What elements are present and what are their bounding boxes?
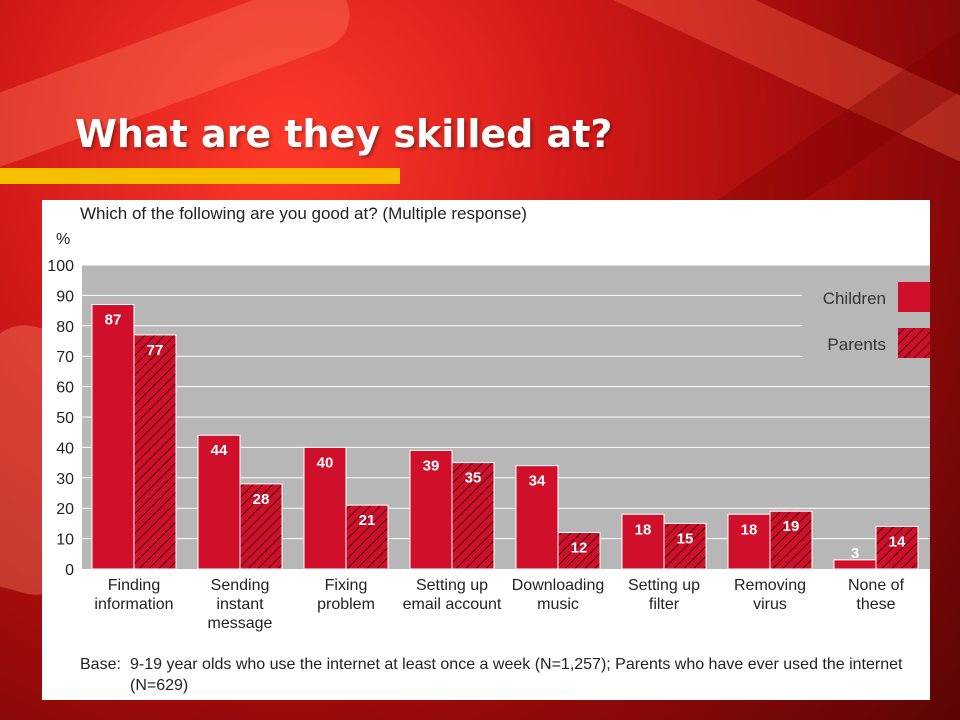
bar-value-label: 28 — [253, 491, 270, 508]
bar-children — [727, 513, 771, 570]
base-note: Base: 9-19 year olds who use the interne… — [80, 654, 920, 696]
y-tick-label: 70 — [56, 349, 74, 366]
bar-parents — [239, 483, 283, 570]
bar-parents — [663, 522, 707, 570]
x-tick-label: Sending instant message — [208, 577, 273, 632]
bar-children — [409, 449, 453, 570]
y-tick-label: 60 — [56, 380, 74, 397]
bar-value-label: 12 — [571, 540, 588, 557]
y-tick-label: 10 — [56, 532, 74, 549]
y-tick-label: 100 — [47, 258, 74, 275]
title-underline — [0, 168, 400, 184]
legend-swatch — [898, 282, 930, 312]
bar-parents — [875, 525, 919, 570]
y-axis-label: % — [56, 231, 70, 248]
bar-value-label: 3 — [851, 545, 859, 562]
bar-value-label: 15 — [677, 530, 694, 547]
x-tick-label: Setting up filter — [628, 577, 700, 613]
bar-children — [91, 304, 135, 570]
legend-label: Parents — [827, 335, 886, 354]
bar-value-label: 19 — [783, 518, 800, 535]
y-tick-label: 50 — [56, 410, 74, 427]
y-tick-label: 20 — [56, 501, 74, 518]
x-tick-label: Finding information — [94, 577, 173, 613]
legend-label: Children — [823, 289, 886, 308]
bar-parents — [451, 462, 495, 570]
base-note-label: Base: — [80, 656, 121, 673]
bar-children — [197, 434, 241, 570]
bar-parents — [345, 504, 389, 570]
bar-chart: 0 10 20 30 40 50 60 70 80 90 100 87 77 Finding informa… — [47, 231, 930, 632]
bar-value-label: 87 — [105, 312, 122, 329]
y-tick-label: 40 — [56, 440, 74, 457]
x-tick-label: Removing virus — [734, 577, 806, 613]
x-tick-label: Setting up email account — [403, 577, 502, 613]
bar-parents — [133, 334, 177, 570]
chart-title: Which of the following are you good at? … — [80, 204, 527, 223]
base-note-text: 9-19 year olds who use the internet at l… — [130, 656, 903, 694]
bar-value-label: 39 — [423, 457, 440, 474]
y-tick-label: 80 — [56, 319, 74, 336]
bar-parents — [769, 510, 813, 570]
legend-swatch — [898, 328, 930, 358]
bar-value-label: 14 — [889, 533, 906, 550]
y-tick-label: 30 — [56, 471, 74, 488]
chart-panel: 0 10 20 30 40 50 60 70 80 90 100 87 77 Finding informa… — [42, 200, 930, 700]
y-tick-label: 0 — [65, 562, 74, 579]
bar-value-label: 35 — [465, 470, 482, 487]
x-tick-label: Downloading music — [512, 577, 605, 613]
bar-children — [515, 465, 559, 570]
bar-children — [621, 513, 665, 570]
bar-value-label: 40 — [317, 454, 334, 471]
bar-children — [303, 446, 347, 570]
bar-value-label: 77 — [147, 342, 164, 359]
x-tick-label: Fixing problem — [317, 577, 375, 613]
bar-value-label: 21 — [359, 512, 376, 529]
bar-parents — [557, 532, 601, 570]
bar-value-label: 18 — [741, 521, 758, 538]
slide-title: What are they skilled at? — [75, 112, 613, 156]
y-tick-label: 90 — [56, 288, 74, 305]
bar-value-label: 44 — [211, 442, 228, 459]
x-tick-label: None of these — [848, 577, 905, 613]
bar-value-label: 34 — [529, 473, 546, 490]
bar-value-label: 18 — [635, 521, 652, 538]
